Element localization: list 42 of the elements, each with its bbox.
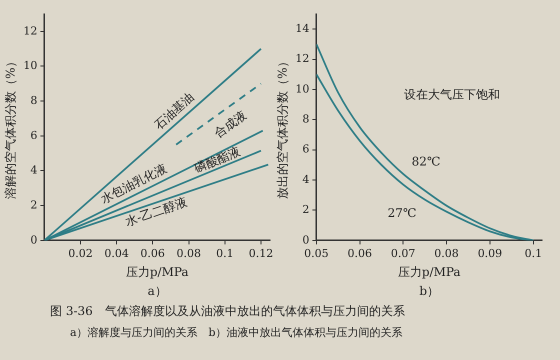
x-axis-title: 压力p/MPa — [126, 264, 189, 279]
x-tick-label: 0.05 — [304, 246, 329, 260]
y-tick-label: 0 — [30, 233, 38, 246]
y-tick-label: 12 — [23, 24, 38, 38]
text: 合成液 — [212, 108, 249, 141]
y-tick-label: 8 — [30, 94, 38, 107]
y-tick-label: 4 — [302, 172, 310, 186]
y-tick-label: 4 — [30, 164, 38, 177]
text: 磷酸酯液 — [192, 144, 242, 176]
y-tick-label: 10 — [295, 82, 310, 96]
text: a）溶解度与压力间的关系 b）油液中放出气体体积与压力间的关系 — [70, 325, 404, 341]
series-label: 82℃ — [412, 154, 440, 168]
annotation: 设在大气压下饱和 — [404, 88, 500, 102]
y-tick-label: 2 — [30, 198, 38, 212]
y-tick-label: 2 — [302, 203, 310, 216]
y-tick-label: 12 — [295, 52, 310, 66]
x-tick-label: 0.08 — [176, 246, 202, 260]
text: 水-乙二醇液 — [123, 194, 189, 229]
y-axis-title: 放出的空气体积分数（%） — [275, 55, 290, 199]
text: 石油基油 — [151, 90, 197, 132]
text: b） — [419, 284, 440, 298]
y-tick-label: 8 — [302, 112, 310, 126]
y-axis-title: 溶解的空气体积分数（%） — [3, 55, 18, 199]
x-tick-label: 0.06 — [140, 246, 165, 260]
x-tick-label: 0.06 — [348, 246, 372, 260]
y-tick-label: 0 — [302, 233, 310, 246]
caption: 图 3-36 气体溶解度以及从油液中放出的气体体积与压力间的关系 — [50, 303, 406, 320]
x-tick-label: 0.1 — [524, 246, 542, 260]
text: a） — [148, 284, 167, 298]
x-tick-label: 0.1 — [216, 246, 234, 260]
x-tick-label: 0.02 — [68, 246, 93, 260]
y-tick-label: 6 — [302, 142, 310, 156]
x-tick-label: 0.04 — [104, 246, 129, 260]
y-tick-label: 10 — [23, 59, 38, 72]
x-tick-label: 0.07 — [390, 246, 416, 260]
y-tick-label: 6 — [30, 128, 38, 142]
series-label: 27℃ — [388, 206, 416, 220]
x-tick-label: 0.08 — [434, 246, 459, 260]
y-tick-label: 14 — [295, 22, 310, 35]
x-axis-title: 压力p/MPa — [398, 264, 461, 279]
x-tick-label: 0.12 — [248, 246, 274, 260]
x-tick-label: 0.09 — [478, 246, 502, 260]
